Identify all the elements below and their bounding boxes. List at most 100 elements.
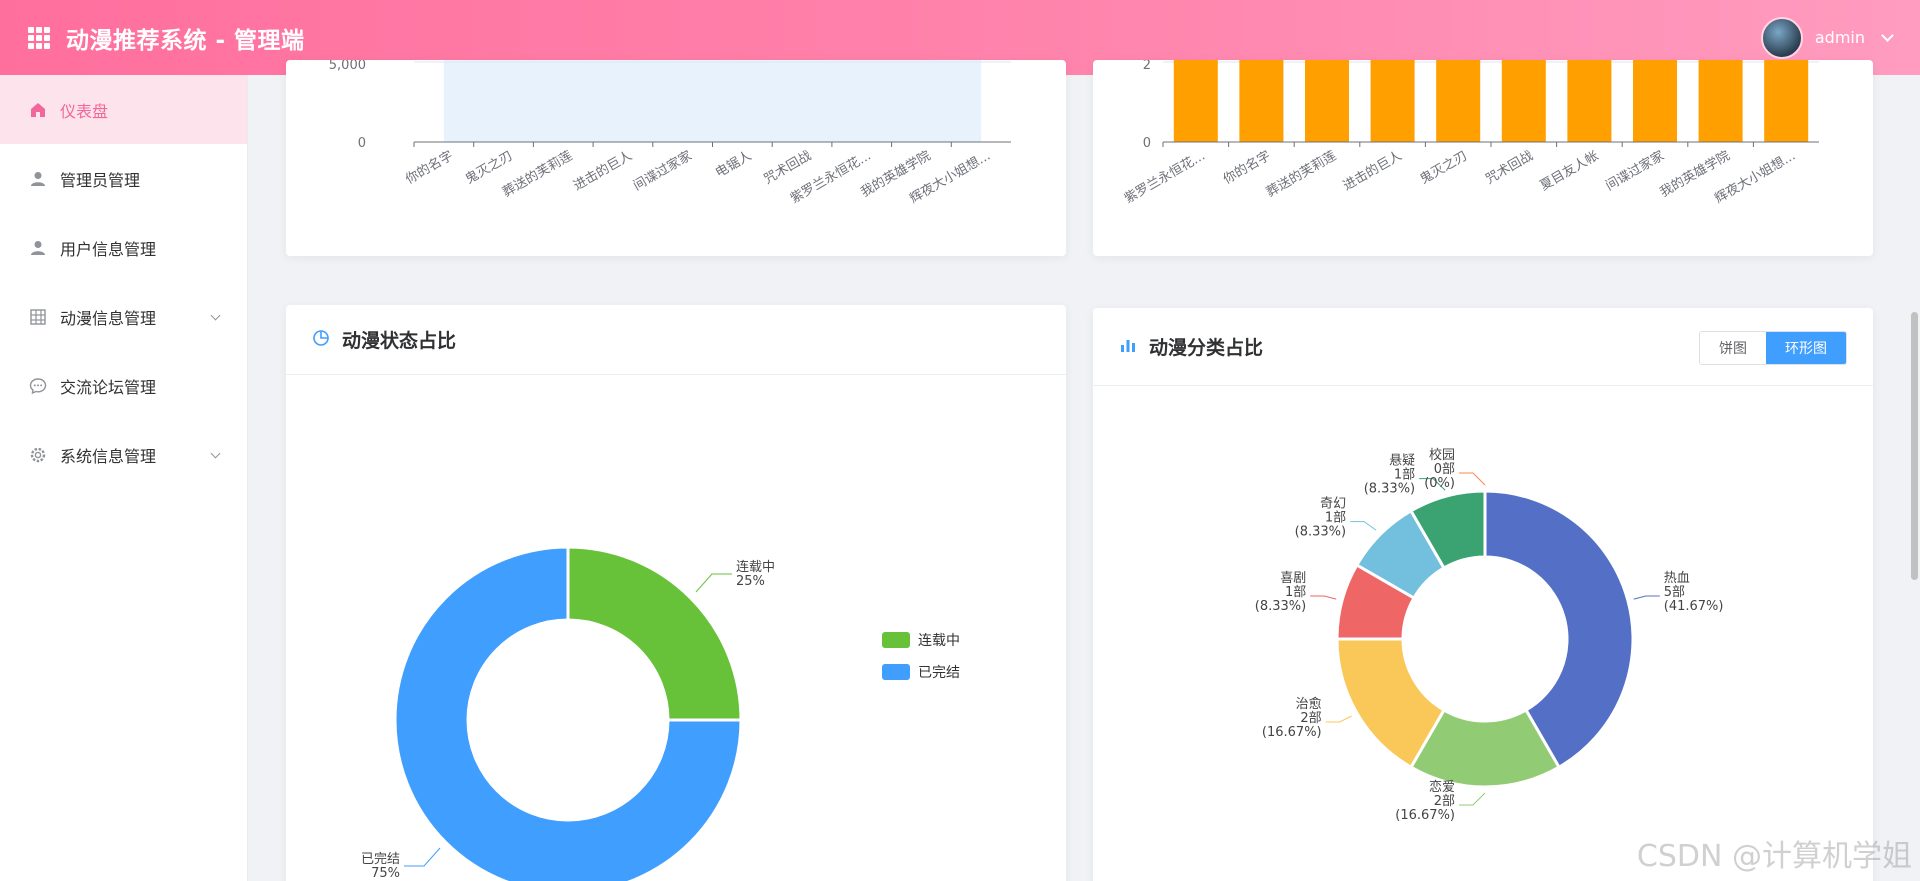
sidebar-item-anime[interactable]: 动漫信息管理 [0, 282, 247, 351]
donut-toggle-button[interactable]: 环形图 [1766, 332, 1846, 364]
bar [1305, 60, 1349, 142]
pie-toggle-button[interactable]: 饼图 [1700, 332, 1766, 364]
sidebar-item-label: 管理员管理 [60, 170, 141, 190]
slice-percent: (8.33%) [1295, 525, 1346, 540]
sidebar-item-system[interactable]: 系统信息管理 [0, 420, 247, 489]
label-leader-line [1325, 715, 1352, 723]
x-tick-label: 鬼灭之刃 [1417, 148, 1470, 188]
bar [1501, 60, 1546, 142]
sidebar-item-label: 动漫信息管理 [60, 308, 157, 328]
sidebar-item-label: 交流论坛管理 [60, 377, 157, 397]
apps-grid-icon[interactable] [28, 26, 50, 49]
bar-chart-icon [1119, 336, 1137, 358]
sidebar-item-label: 用户信息管理 [60, 239, 157, 259]
x-tick-label: 紫罗兰永恒花... [1122, 148, 1208, 207]
category-chart-card: 动漫分类占比 饼图 环形图 热血 5部 (41.67%) 恋爱 2部 (16.67%) 治愈… [1093, 308, 1873, 881]
donut-slice [393, 545, 743, 881]
donut-slice [1408, 489, 1487, 571]
home-icon [28, 100, 48, 120]
pie-chart-icon [312, 329, 330, 351]
bar [1239, 60, 1284, 142]
slice-percent: (41.67%) [1664, 599, 1724, 614]
slice-count: 1部 [1325, 511, 1346, 526]
legend-swatch [882, 664, 910, 680]
legend-label: 连载中 [918, 633, 960, 649]
x-tick-label: 夏目友人帐 [1537, 148, 1601, 194]
label-leader-line [695, 573, 732, 593]
sidebar-item-dashboard[interactable]: 仪表盘 [0, 75, 247, 144]
slice-count: 5部 [1664, 585, 1685, 600]
bar [1436, 60, 1481, 142]
y-tick-label: 5,000 [329, 60, 366, 73]
top-left-chart-card: 0 5,000 你的名字 鬼灭之刃 葬送的芙莉莲 进击的巨人 间谍过家家 电锯人 咒术回战 紫罗兰… [286, 60, 1066, 256]
y-tick-label: 2 [1143, 60, 1151, 73]
slice-label: 恋爱 [1429, 779, 1455, 795]
slice-percent: 75% [371, 866, 400, 881]
x-tick-label: 进击的巨人 [1340, 148, 1404, 194]
slice-percent: (0%) [1424, 476, 1455, 491]
status-chart-card: 动漫状态占比 连载中 25% 已完结 75% 连载中 已完结 [286, 305, 1066, 881]
slice-label: 喜剧 [1280, 571, 1306, 586]
user-icon [28, 169, 48, 189]
chevron-down-icon [210, 310, 221, 321]
sidebar: 仪表盘 管理员管理 用户信息管理 动漫信息管理 交流论坛管理 系统信息管理 [0, 75, 248, 881]
slice-label: 连载中 [736, 559, 775, 575]
bar [1370, 60, 1415, 142]
user-menu[interactable]: admin [1760, 16, 1894, 59]
label-leader-line [1459, 792, 1486, 806]
sidebar-item-admin[interactable]: 管理员管理 [0, 144, 247, 213]
card-title: 动漫状态占比 [342, 330, 457, 352]
x-tick-label: 间谍过家家 [630, 148, 694, 194]
avatar[interactable] [1760, 16, 1803, 59]
category-donut-chart: 热血5部(41.67%)恋爱2部(16.67%)治愈2部(16.67%)喜剧1部… [1255, 447, 1724, 823]
top-right-chart-card: 0 2 紫罗兰永恒花... 你的名字 葬送的芙莉莲 进击的巨人 鬼灭之刃 咒术回战 夏目友人帐间… [1093, 60, 1873, 256]
slice-label: 奇幻 [1320, 496, 1346, 512]
page-scrollbar[interactable] [1911, 312, 1918, 580]
slice-percent: (16.67%) [1395, 808, 1455, 823]
x-tick-label: 你的名字 [1220, 148, 1273, 188]
donut-slice [566, 545, 743, 722]
card-header: 动漫分类占比 饼图 环形图 [1093, 308, 1873, 386]
legend-label: 已完结 [918, 665, 960, 681]
gear-icon [28, 445, 48, 465]
label-leader-line [1310, 595, 1337, 600]
label-leader-line [1459, 472, 1486, 486]
label-leader-line [1419, 478, 1446, 491]
user-icon [28, 238, 48, 258]
y-tick-label: 0 [1143, 136, 1151, 151]
chat-icon [28, 376, 48, 396]
x-tick-label: 咒术回战 [762, 148, 815, 187]
chart-type-toggle: 饼图 环形图 [1699, 331, 1847, 365]
bar [1633, 60, 1677, 142]
watermark: CSDN @计算机学姐 [1636, 839, 1912, 874]
chevron-down-icon [210, 448, 221, 459]
x-tick-label: 鬼灭之刃 [463, 148, 516, 188]
x-tick-label: 你的名字 [403, 148, 456, 188]
slice-label: 悬疑 [1389, 453, 1415, 469]
label-leader-line [404, 847, 441, 867]
slice-count: 2部 [1434, 794, 1455, 809]
label-leader-line [1633, 595, 1660, 600]
x-tick-label: 葬送的芙莉莲 [1263, 148, 1339, 201]
x-tick-label: 进击的巨人 [571, 148, 635, 194]
slice-count: 1部 [1285, 585, 1306, 600]
grid-icon [28, 307, 48, 327]
bar [1567, 60, 1612, 142]
bar [1764, 60, 1809, 142]
chevron-down-icon[interactable] [1881, 28, 1894, 42]
username[interactable]: admin [1814, 28, 1865, 47]
slice-count: 0部 [1434, 462, 1455, 477]
bar [1173, 60, 1218, 142]
slice-label: 治愈 [1296, 697, 1322, 712]
y-tick-label: 0 [358, 136, 366, 151]
slice-percent: (16.67%) [1262, 725, 1322, 740]
x-tick-label: 咒术回战 [1483, 148, 1536, 187]
slice-label: 已完结 [361, 852, 400, 867]
sidebar-item-users[interactable]: 用户信息管理 [0, 213, 247, 282]
card-title: 动漫分类占比 [1149, 337, 1264, 359]
slice-percent: (8.33%) [1255, 599, 1306, 614]
slice-label: 热血 [1664, 571, 1690, 586]
sidebar-item-forum[interactable]: 交流论坛管理 [0, 351, 247, 420]
